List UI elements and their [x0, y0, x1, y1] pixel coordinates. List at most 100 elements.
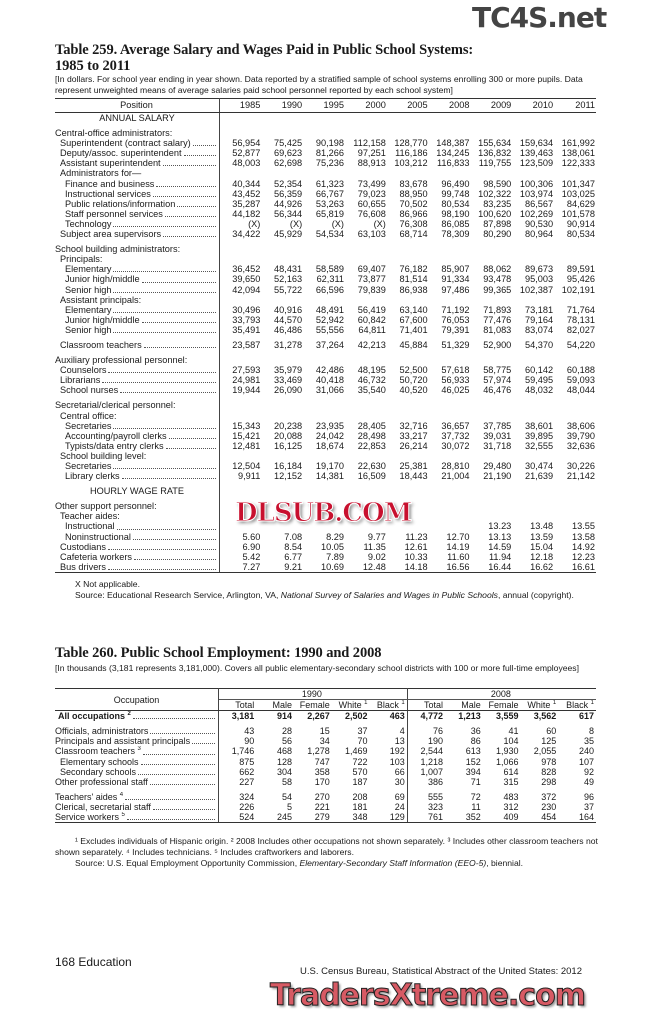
- value-cell: [303, 295, 345, 305]
- table-row: Instructional services 43,452 56,359 66,767…: [55, 188, 596, 199]
- footnote-marker: 5: [121, 812, 125, 819]
- value-cell: 46,025: [441, 385, 470, 396]
- value-cell: 761: [407, 812, 445, 824]
- value-cell: 1,007: [420, 766, 443, 777]
- row-label-wrap: Library clerks: [65, 471, 219, 481]
- row-label: Assistant superintendent: [55, 158, 220, 169]
- table-259-title: Table 259. Average Salary and Wages Paid…: [55, 42, 473, 74]
- row-label-wrap: Instructional services: [65, 189, 219, 199]
- row-label-text: Accounting/payroll clerks: [65, 431, 167, 441]
- value-cell: 90,198: [315, 138, 344, 149]
- label-text: Subject area supervisors: [60, 229, 162, 240]
- year-header: 1990: [261, 98, 304, 113]
- row-label-text: Staff personnel services: [65, 209, 163, 219]
- value-cell: 15: [319, 726, 330, 737]
- row-label: Secretaries: [55, 461, 220, 472]
- value-cell: 828: [541, 766, 557, 777]
- value-cell: 14.92: [572, 541, 595, 552]
- value-cell: (X): [331, 218, 344, 229]
- label-text: Cafeteria workers: [60, 551, 132, 562]
- value-cell: 298: [541, 776, 557, 787]
- spacer-row: [55, 786, 596, 792]
- table-260: Occupation 1990 2008 Total Male Female Whit…: [55, 687, 596, 824]
- value-cell: 32,716: [399, 420, 428, 431]
- value-cell: 56,359: [274, 188, 303, 199]
- value-cell: [470, 355, 512, 365]
- row-label-text: Bus drivers: [60, 562, 106, 572]
- table-row: Classroom teachers 23,587 31,278 37,264 42,2…: [55, 339, 596, 351]
- value-cell: 40,344: [232, 178, 261, 189]
- value-cell: 2,267: [307, 711, 330, 722]
- value-cell: 227: [239, 776, 255, 787]
- row-label: Principals:: [55, 254, 220, 265]
- subcolumn-label: White: [527, 700, 551, 711]
- value-cell: 83,235: [483, 198, 512, 209]
- value-cell: [261, 295, 303, 305]
- value-cell: [429, 254, 471, 264]
- dot-leader: [125, 798, 215, 800]
- value-cell: 69,407: [357, 264, 386, 275]
- spacer: [55, 239, 220, 245]
- row-label-wrap: Other support personnel:: [55, 501, 219, 511]
- row-label: Secretarial/clerical personnel:: [55, 400, 220, 411]
- row-label-text: Subject area supervisors: [60, 229, 161, 239]
- value-cell: 48,003: [232, 158, 261, 169]
- label-text: Custodians: [60, 541, 106, 552]
- value-cell: 358: [314, 766, 330, 777]
- table-row: Staff personnel services 44,182 56,344 65,8…: [55, 208, 596, 219]
- value-cell: 13.13: [488, 531, 512, 542]
- value-cell: 69: [369, 791, 408, 802]
- value-cell: 13.58: [572, 531, 595, 542]
- table-260-source: Source: U.S. Equal Employment Opportunit…: [55, 858, 600, 869]
- value-cell: 96: [583, 791, 594, 802]
- row-label: Classroom teachers 3: [55, 746, 219, 757]
- value-cell: 40,520: [399, 385, 428, 396]
- label-text: Technology: [65, 218, 112, 229]
- value-cell: 21,004: [441, 471, 470, 482]
- publication-credit: U.S. Census Bureau, Statistical Abstract…: [300, 966, 582, 977]
- table-row: Senior high 42,094 55,722 66,596 79,839 86,93…: [55, 284, 596, 295]
- title-line-2: 1985 to 2011: [55, 58, 131, 74]
- label-text: Accounting/payroll clerks: [65, 430, 167, 441]
- value-cell: 5: [286, 801, 292, 812]
- value-cell: [345, 355, 387, 365]
- dot-leader: [113, 291, 216, 293]
- value-cell: [512, 168, 554, 178]
- value-cell: [220, 400, 262, 410]
- value-cell: 3,181: [231, 711, 255, 722]
- value-cell: 24,981: [232, 375, 261, 386]
- group-header-row: Secretarial/clerical personnel:: [55, 400, 596, 411]
- value-cell: 99,748: [441, 188, 470, 199]
- row-label: Noninstructional: [55, 531, 220, 542]
- row-label-text: Classroom teachers: [60, 340, 142, 350]
- value-cell: 14.19: [446, 541, 470, 552]
- table-row: Officials, administrators 43 28 15 37 4 76 36 41…: [55, 726, 596, 737]
- value-cell: 226: [239, 801, 255, 812]
- value-cell: 63,140: [399, 304, 428, 315]
- value-cell: 73,877: [357, 274, 386, 285]
- row-label-wrap: Senior high: [65, 325, 219, 335]
- value-cell: 102,322: [478, 188, 512, 199]
- group-header-row: Auxiliary professional personnel:: [55, 355, 596, 366]
- value-cell: 16,184: [274, 461, 303, 471]
- value-cell: [303, 244, 345, 254]
- label-text: Counselors: [60, 365, 107, 376]
- row-label-wrap: Administrators for—: [60, 168, 219, 178]
- spacer: [55, 395, 220, 401]
- row-label: Officials, administrators: [55, 726, 219, 737]
- row-label-wrap: Superintendent (contract salary): [60, 138, 219, 148]
- value-cell: 11.23: [405, 531, 428, 542]
- value-cell: 55,722: [274, 284, 303, 295]
- value-cell: 53,263: [315, 198, 344, 209]
- value-cell: 99,365: [483, 284, 512, 295]
- dot-leader: [143, 347, 216, 349]
- subcolumn-header: Total: [218, 699, 257, 712]
- value-cell: 324: [239, 791, 255, 802]
- value-cell: 30: [369, 776, 408, 787]
- value-cell: 23,935: [315, 420, 344, 431]
- value-cell: 56,954: [232, 138, 261, 149]
- table-259-note: [In dollars. For school year ending in y…: [55, 74, 583, 95]
- value-cell: [554, 501, 596, 511]
- value-cell: 69,623: [274, 148, 303, 159]
- row-label-text: Secretaries: [65, 421, 111, 431]
